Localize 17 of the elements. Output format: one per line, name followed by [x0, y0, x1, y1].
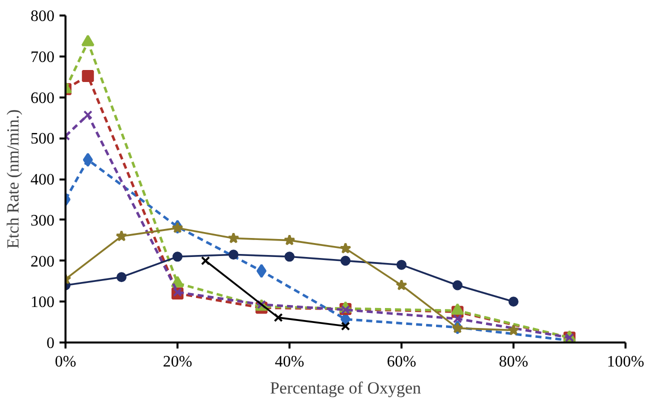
x-tick-label: 80% — [498, 354, 528, 370]
y-tick-label: 300 — [30, 212, 54, 230]
y-tick-label: 700 — [30, 48, 54, 66]
x-tick-label: 20% — [162, 354, 192, 370]
y-tick-label: 100 — [30, 294, 54, 312]
x-tick-label: 60% — [386, 354, 416, 370]
x-axis-title: Percentage of Oxygen — [270, 378, 422, 398]
y-axis-title: Etch Rate (nm/min.) — [4, 109, 22, 249]
y-tick-label: 600 — [30, 90, 54, 107]
y-tick-label: 200 — [30, 253, 54, 270]
x-tick-label: 100% — [606, 354, 644, 370]
x-tick-label: 0% — [54, 354, 76, 370]
y-tick-label: 0 — [46, 335, 54, 352]
x-tick-label: 40% — [274, 354, 304, 370]
y-tick-label: 800 — [30, 8, 54, 25]
y-tick-label: 500 — [30, 130, 54, 148]
y-tick-label: 400 — [30, 172, 54, 188]
